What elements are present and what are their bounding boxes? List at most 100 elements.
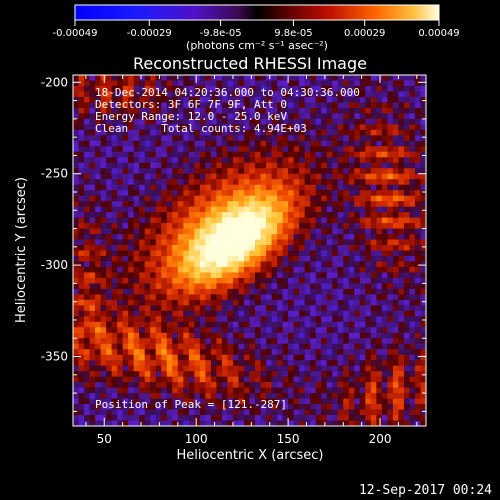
heatmap-cell [95, 376, 101, 383]
heatmap-cell [194, 354, 201, 361]
heatmap-cell [288, 272, 295, 279]
heatmap-cell [249, 387, 256, 394]
heatmap-cell [310, 179, 317, 186]
heatmap-cell [133, 140, 140, 147]
heatmap-cell [128, 255, 135, 262]
heatmap-cell [243, 140, 250, 147]
heatmap-cell [266, 272, 272, 279]
heatmap-cell [216, 398, 223, 405]
heatmap-cell [238, 255, 245, 262]
heatmap-cell [414, 382, 421, 389]
heatmap-cell [177, 239, 184, 246]
heatmap-cell [376, 173, 383, 180]
heatmap-cell [409, 146, 416, 153]
heatmap-cell [310, 75, 317, 81]
heatmap-cell [95, 239, 101, 246]
heatmap-cell [381, 409, 388, 416]
heatmap-cell [133, 190, 140, 197]
heatmap-cell [139, 382, 146, 389]
heatmap-cell [243, 168, 250, 175]
heatmap-cell [183, 80, 190, 87]
heatmap-cell [348, 245, 355, 251]
heatmap-cell [84, 354, 90, 361]
heatmap-cell [89, 146, 96, 153]
heatmap-cell [221, 354, 228, 361]
heatmap-cell [122, 283, 129, 290]
heatmap-cell [392, 288, 399, 295]
heatmap-cell [332, 212, 339, 218]
heatmap-cell [414, 217, 421, 224]
heatmap-cell [255, 266, 261, 273]
heatmap-cell [133, 376, 140, 383]
heatmap-cell [370, 266, 377, 273]
heatmap-cell [172, 107, 179, 114]
heatmap-cell [365, 349, 372, 356]
heatmap-cell [354, 398, 361, 405]
heatmap-cell [414, 371, 421, 378]
heatmap-cell [337, 168, 344, 175]
heatmap-cell [89, 382, 96, 389]
heatmap-cell [299, 146, 306, 153]
heatmap-cell [398, 113, 405, 120]
heatmap-cell [271, 299, 278, 306]
heatmap-cell [332, 266, 339, 273]
heatmap-cell [376, 129, 383, 136]
heatmap-cell [266, 118, 272, 125]
heatmap-cell [95, 404, 101, 410]
heatmap-cell [166, 129, 173, 136]
heatmap-cell [282, 146, 289, 153]
heatmap-cell [277, 360, 283, 367]
heatmap-cell [73, 343, 79, 350]
heatmap-cell [365, 338, 372, 345]
heatmap-cell [117, 96, 124, 103]
heatmap-cell [100, 201, 107, 208]
heatmap-cell [128, 245, 135, 251]
heatmap-cell [354, 272, 361, 279]
heatmap-cell [343, 261, 350, 268]
heatmap-cell [238, 239, 245, 246]
heatmap-cell [365, 409, 372, 416]
heatmap-cell [337, 382, 344, 389]
heatmap-cell [255, 294, 261, 301]
heatmap-cell [420, 228, 427, 235]
heatmap-cell [387, 349, 394, 356]
heatmap-cell [315, 404, 322, 410]
heatmap-cell [199, 332, 206, 339]
heatmap-cell [420, 179, 427, 186]
heatmap-cell [260, 245, 267, 251]
heatmap-cell [403, 371, 410, 378]
heatmap-cell [282, 365, 289, 372]
heatmap-cell [266, 261, 272, 268]
heatmap-cell [376, 102, 383, 109]
heatmap-cell [271, 140, 278, 147]
heatmap-cell [238, 201, 245, 208]
heatmap-cell [73, 206, 79, 213]
heatmap-cell [194, 195, 201, 202]
heatmap-cell [183, 382, 190, 389]
heatmap-cell [249, 266, 256, 273]
heatmap-cell [243, 266, 250, 273]
heatmap-cell [117, 305, 124, 312]
heatmap-cell [166, 365, 173, 372]
heatmap-cell [95, 129, 101, 136]
heatmap-cell [370, 173, 377, 180]
heatmap-cell [343, 212, 350, 218]
heatmap-cell [293, 321, 300, 328]
heatmap-cell [150, 201, 157, 208]
heatmap-cell [166, 360, 173, 367]
heatmap-cell [376, 365, 383, 372]
heatmap-cell [315, 365, 322, 372]
heatmap-cell [128, 349, 135, 356]
heatmap-cell [266, 102, 272, 109]
heatmap-cell [310, 327, 317, 334]
heatmap-cell [409, 305, 416, 312]
heatmap-cell [337, 338, 344, 345]
heatmap-cell [359, 343, 366, 350]
heatmap-cell [166, 283, 173, 290]
heatmap-cell [111, 327, 118, 334]
heatmap-cell [139, 250, 146, 257]
heatmap-cell [354, 316, 361, 323]
heatmap-cell [271, 261, 278, 268]
heatmap-cell [277, 261, 283, 268]
heatmap-cell [266, 201, 272, 208]
